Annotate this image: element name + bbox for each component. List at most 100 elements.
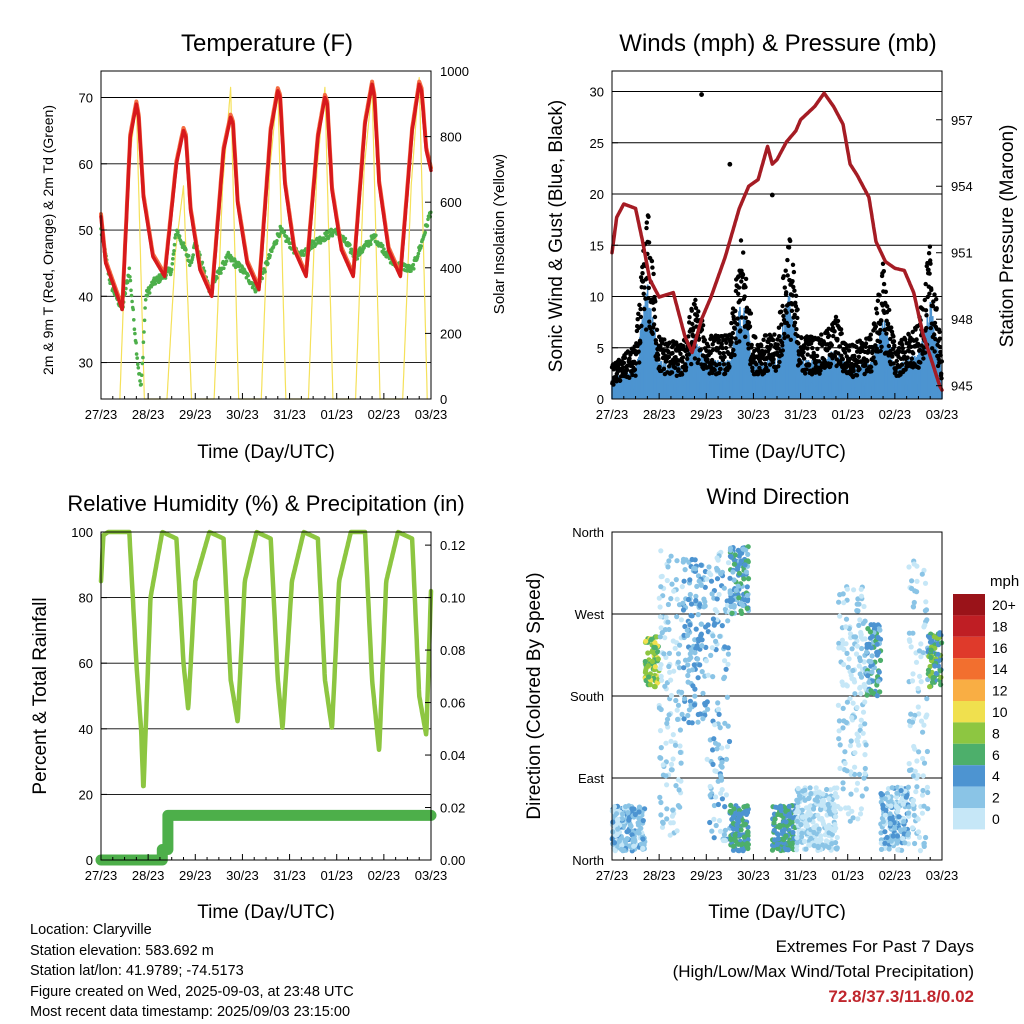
gust-point (759, 361, 764, 366)
dewpoint-point (411, 262, 416, 267)
wind-ytick-label-1: 5 (597, 341, 604, 356)
gust-point (625, 367, 630, 373)
gust-point (729, 335, 735, 340)
gust-point (729, 320, 734, 326)
direction-point (742, 562, 748, 568)
gust-point (647, 319, 652, 324)
direction-point (702, 599, 708, 605)
gust-point (636, 311, 641, 316)
gust-point (672, 365, 678, 370)
direction-point (774, 841, 780, 848)
direction-point (738, 608, 744, 614)
pressure-ylabel: Station Pressure (Maroon) (997, 125, 1018, 348)
direction-point (724, 744, 731, 750)
direction-point (698, 562, 704, 568)
gust-point (716, 337, 722, 343)
gust-point (900, 342, 905, 347)
gust-point (693, 297, 698, 303)
gust-point (779, 322, 784, 327)
dewpoint-point (129, 288, 133, 293)
gust-point (669, 370, 675, 375)
direction-point (783, 846, 789, 853)
gust-point (863, 363, 868, 368)
gust-point (826, 333, 832, 338)
direction-point (735, 847, 741, 854)
gust-point (661, 366, 667, 371)
direction-point (719, 796, 726, 802)
gust-point (852, 353, 857, 359)
gust-point (871, 355, 876, 360)
gust-point (680, 359, 685, 364)
direction-point (722, 837, 729, 844)
direction-point (740, 546, 746, 552)
gust-point (622, 355, 628, 360)
gust-point (642, 306, 647, 312)
direction-point (797, 795, 803, 801)
gust-point (928, 261, 933, 266)
direction-point (685, 672, 691, 679)
direction-point (807, 817, 813, 823)
direction-point (672, 742, 679, 748)
direction-point (819, 802, 825, 808)
direction-point (692, 566, 699, 572)
direction-point (837, 806, 844, 812)
gust-point (755, 372, 761, 377)
gust-point (635, 317, 640, 322)
gust-point (743, 315, 748, 320)
dewpoint-point (143, 298, 148, 302)
gust-point (746, 320, 752, 325)
gust-point (763, 333, 769, 338)
gust-point (804, 367, 809, 372)
direction-point (614, 831, 620, 838)
gust-point (738, 238, 744, 243)
dewpoint-point (177, 234, 182, 238)
direction-point (672, 645, 678, 651)
direction-point (658, 548, 664, 554)
direction-point (692, 702, 698, 708)
gust-point (891, 361, 896, 366)
dewpoint-point (266, 261, 270, 266)
direction-point (625, 810, 631, 816)
gust-point (753, 335, 758, 340)
gust-point (686, 334, 691, 339)
direction-point (687, 577, 693, 583)
dewpoint-point (176, 230, 180, 234)
gust-point (932, 332, 937, 337)
wind-xtick-label-4: 31/23 (784, 407, 817, 422)
direction-point (659, 677, 665, 683)
dewpoint-point (128, 278, 133, 283)
direction-point (675, 659, 681, 665)
gust-point (934, 306, 939, 311)
direction-point (741, 576, 747, 582)
gust-point (788, 337, 793, 342)
direction-point (708, 572, 714, 578)
gust-point (840, 356, 845, 362)
gust-point (883, 289, 888, 294)
dewpoint-point (270, 249, 274, 253)
gust-point (914, 337, 919, 342)
gust-point (728, 354, 734, 360)
dewpoint-point (423, 230, 428, 235)
direction-point (815, 812, 821, 819)
gust-point (722, 371, 728, 376)
gust-point (650, 265, 655, 270)
gust-point (868, 337, 873, 342)
gust-point (737, 298, 743, 303)
dewpoint-point (141, 340, 146, 345)
dewpoint-point (263, 270, 267, 274)
dewpoint-point (382, 247, 386, 251)
rh-xtick-label-6: 02/23 (368, 868, 401, 883)
direction-point (693, 626, 699, 632)
gust-point (738, 328, 743, 333)
direction-point (651, 644, 657, 650)
direction-point (655, 656, 661, 662)
direction-point (623, 804, 629, 810)
gust-point (932, 292, 937, 297)
direction-point (831, 785, 838, 791)
direction-point (717, 773, 724, 779)
gust-point (893, 369, 898, 375)
solar-y2tick-label-5: 1000 (440, 64, 469, 79)
gust-point (676, 367, 681, 372)
direction-point (642, 658, 648, 665)
direction-point (666, 712, 672, 718)
